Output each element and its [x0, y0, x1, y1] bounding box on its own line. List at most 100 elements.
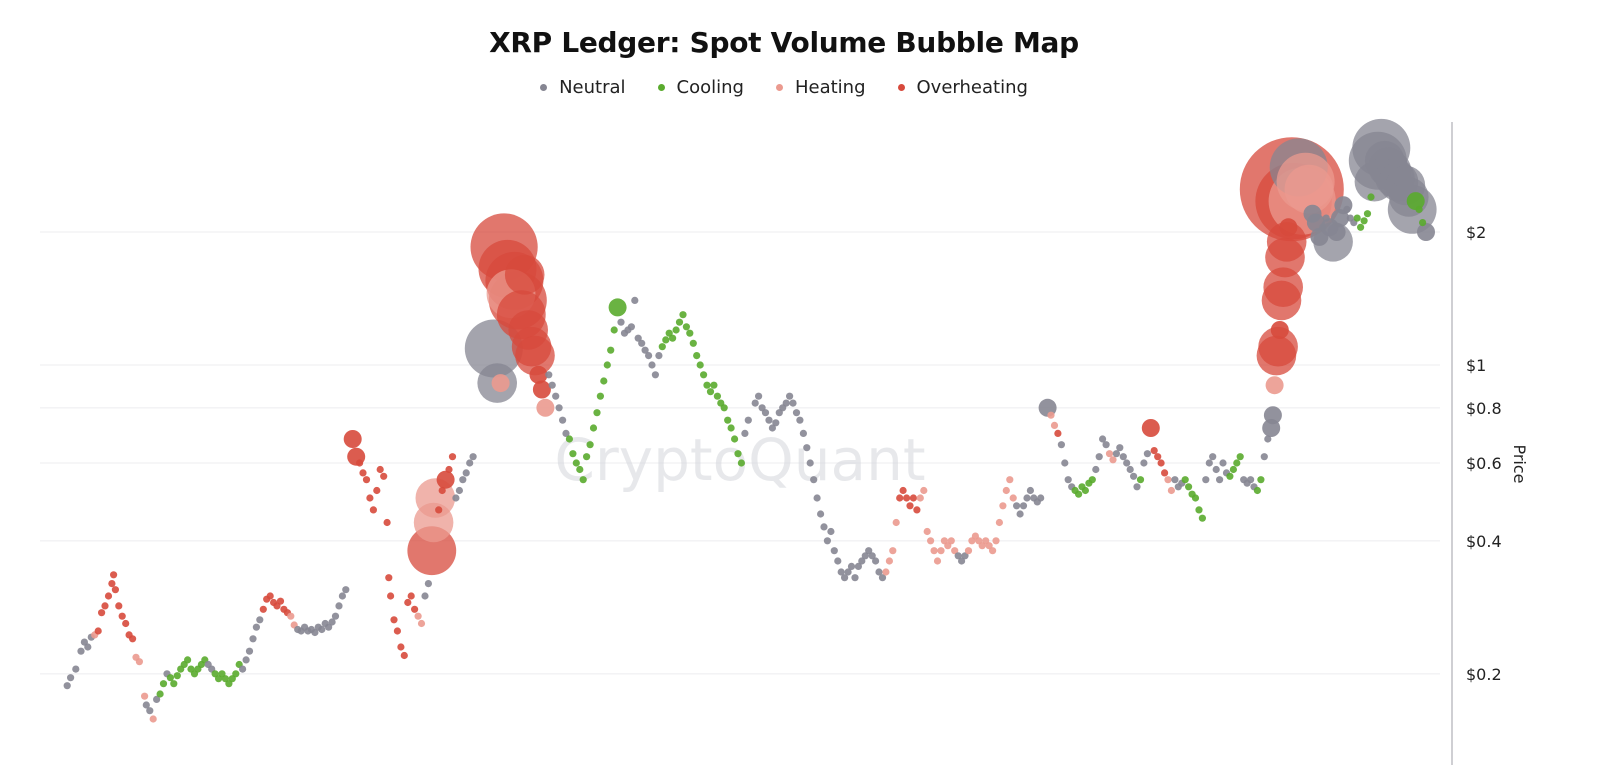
bubble-neutral[interactable] [1130, 472, 1138, 480]
bubble-cooling[interactable] [700, 371, 708, 379]
bubble-neutral[interactable] [875, 568, 883, 576]
bubble-overheating[interactable] [110, 571, 118, 579]
bubble-neutral[interactable] [761, 409, 770, 417]
bubble-overheating[interactable] [504, 254, 545, 295]
bubble-neutral[interactable] [67, 674, 75, 682]
bubble-cooling[interactable] [600, 377, 608, 385]
bubble-cooling[interactable] [610, 326, 618, 334]
bubble-cooling[interactable] [586, 441, 594, 449]
bubble-cooling[interactable] [689, 339, 697, 347]
bubble-neutral[interactable] [1327, 223, 1346, 241]
bubble-cooling[interactable] [221, 675, 229, 683]
bubble-cooling[interactable] [1198, 514, 1206, 522]
bubble-cooling[interactable] [1233, 459, 1241, 467]
bubble-neutral[interactable] [1143, 450, 1151, 458]
bubble-cooling[interactable] [603, 361, 611, 369]
bubble-cooling[interactable] [1353, 214, 1361, 222]
bubble-neutral[interactable] [868, 552, 876, 560]
bubble-neutral[interactable] [834, 557, 842, 565]
bubble-neutral[interactable] [768, 424, 777, 432]
bubble-neutral[interactable] [1133, 483, 1141, 491]
bubble-heating[interactable] [536, 398, 555, 417]
bubble-neutral[interactable] [755, 392, 763, 400]
bubble-neutral[interactable] [342, 586, 350, 594]
bubble-overheating[interactable] [909, 494, 918, 502]
bubble-neutral[interactable] [813, 494, 821, 502]
bubble-neutral[interactable] [559, 416, 567, 424]
bubble-overheating[interactable] [376, 465, 384, 474]
bubble-neutral[interactable] [84, 643, 92, 651]
bubble-neutral[interactable] [1392, 169, 1411, 187]
bubble-neutral[interactable] [424, 580, 432, 588]
bubble-neutral[interactable] [1343, 205, 1351, 213]
bubble-neutral[interactable] [820, 523, 828, 531]
bubble-neutral[interactable] [847, 562, 856, 571]
bubble-heating[interactable] [1284, 164, 1334, 214]
bubble-cooling[interactable] [1191, 494, 1200, 502]
bubble-neutral[interactable] [1260, 453, 1268, 461]
bubble-heating[interactable] [985, 542, 993, 550]
legend-item-heating[interactable]: Heating [775, 77, 866, 98]
bubble-neutral[interactable] [1026, 486, 1034, 495]
bubble-overheating[interactable] [387, 592, 395, 600]
bubble-neutral[interactable] [421, 592, 429, 600]
bubble-overheating[interactable] [1263, 267, 1303, 308]
bubble-neutral[interactable] [744, 416, 752, 424]
bubble-cooling[interactable] [1253, 486, 1261, 495]
bubble-cooling[interactable] [1363, 210, 1372, 218]
bubble-neutral[interactable] [335, 602, 343, 610]
bubble-neutral[interactable] [796, 416, 804, 424]
bubble-neutral[interactable] [851, 574, 859, 582]
bubble-neutral[interactable] [858, 557, 866, 565]
bubble-heating[interactable] [916, 494, 924, 502]
bubble-neutral[interactable] [318, 625, 326, 634]
bubble-neutral[interactable] [765, 416, 773, 424]
bubble-neutral[interactable] [256, 616, 264, 624]
bubble-cooling[interactable] [679, 311, 687, 319]
bubble-cooling[interactable] [583, 453, 591, 461]
bubble-neutral[interactable] [552, 392, 560, 400]
bubble-heating[interactable] [417, 619, 426, 628]
bubble-neutral[interactable] [545, 371, 553, 379]
bubble-neutral[interactable] [751, 399, 759, 407]
bubble-overheating[interactable] [438, 486, 446, 495]
bubble-cooling[interactable] [662, 336, 670, 344]
bubble-overheating[interactable] [906, 502, 914, 510]
bubble-overheating[interactable] [383, 518, 391, 527]
bubble-overheating[interactable] [903, 494, 911, 502]
bubble-neutral[interactable] [1319, 223, 1327, 231]
bubble-overheating[interactable] [400, 651, 408, 660]
bubble-heating[interactable] [1006, 476, 1014, 484]
bubble-neutral[interactable] [634, 334, 642, 342]
bubble-neutral[interactable] [631, 296, 639, 304]
bubble-overheating[interactable] [529, 365, 548, 384]
bubble-overheating[interactable] [1141, 419, 1160, 437]
bubble-neutral[interactable] [1116, 444, 1124, 452]
bubble-neutral[interactable] [1140, 459, 1148, 467]
bubble-neutral[interactable] [617, 318, 625, 326]
bubble-cooling[interactable] [579, 476, 587, 484]
bubble-overheating[interactable] [1266, 222, 1307, 262]
bubble-neutral[interactable] [861, 552, 869, 560]
bubble-neutral[interactable] [1037, 494, 1045, 502]
bubble-cooling[interactable] [1185, 483, 1193, 491]
bubble-neutral[interactable] [455, 486, 463, 495]
bubble-overheating[interactable] [122, 619, 130, 628]
bubble-overheating[interactable] [366, 494, 374, 502]
bubble-heating[interactable] [927, 537, 935, 545]
bubble-cooling[interactable] [1419, 219, 1427, 227]
bubble-heating[interactable] [149, 715, 157, 723]
bubble-neutral[interactable] [1023, 494, 1031, 502]
bubble-overheating[interactable] [1157, 459, 1165, 467]
bubble-neutral[interactable] [1057, 441, 1065, 449]
bubble-cooling[interactable] [669, 334, 677, 342]
bubble-neutral[interactable] [242, 656, 250, 664]
bubble-heating[interactable] [947, 537, 955, 545]
bubble-neutral[interactable] [872, 557, 880, 565]
bubble-cooling[interactable] [1406, 192, 1425, 211]
bubble-overheating[interactable] [435, 506, 443, 514]
bubble-cooling[interactable] [720, 404, 728, 412]
bubble-overheating[interactable] [896, 494, 904, 502]
bubble-neutral[interactable] [782, 399, 790, 407]
bubble-neutral[interactable] [1205, 459, 1213, 467]
